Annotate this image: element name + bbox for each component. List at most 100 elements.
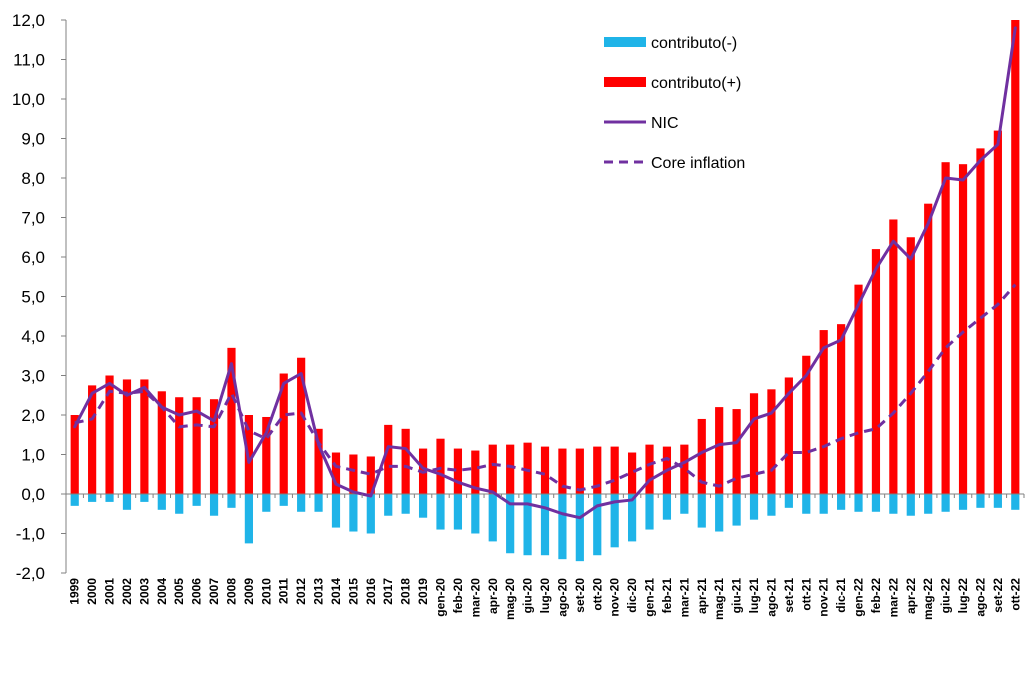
- y-tick-label: -2,0: [16, 564, 45, 583]
- y-tick-label: 1,0: [21, 446, 45, 465]
- ticks-layer: -2,0 -1,0 0,0 1,0 2,0 3,0 4,0 5,0 6,0 7,0 8,0 9,0 10…: [12, 11, 1025, 620]
- y-tick-label: 6,0: [21, 248, 45, 267]
- bar-negative-25: [506, 494, 515, 554]
- y-tick-label: 0,0: [21, 485, 45, 504]
- x-tick-label: feb-20: [451, 578, 465, 614]
- x-tick-label: lug-21: [747, 578, 761, 614]
- x-tick-label: nov-21: [817, 578, 831, 617]
- bar-negative-14: [314, 494, 323, 512]
- bar-positive-11: [262, 416, 271, 494]
- bar-positive-31: [610, 446, 619, 494]
- bar-negative-10: [244, 494, 253, 544]
- bar-negative-30: [593, 494, 602, 556]
- x-tick-label: lug-20: [538, 578, 552, 614]
- x-tick-label: lug-22: [956, 578, 970, 614]
- x-tick-label: 2005: [172, 578, 186, 605]
- bar-positive-0: [70, 415, 79, 494]
- bar-negative-40: [767, 494, 776, 516]
- x-tick-label: feb-22: [869, 578, 883, 614]
- x-tick-label: giu-22: [939, 578, 953, 614]
- bar-positive-4: [140, 379, 149, 494]
- bar-negative-1: [88, 494, 97, 502]
- bar-negative-7: [192, 494, 201, 506]
- legend-swatch-1: [604, 77, 646, 87]
- bar-negative-31: [610, 494, 619, 548]
- bar-negative-45: [854, 494, 863, 512]
- bar-negative-54: [1011, 494, 1020, 510]
- legend-label: Core inflation: [651, 155, 745, 172]
- bar-positive-25: [506, 444, 515, 495]
- legend-swatch-0: [604, 37, 646, 47]
- x-tick-label: 2001: [103, 578, 117, 605]
- bar-negative-53: [993, 494, 1002, 508]
- bar-positive-15: [331, 452, 341, 494]
- x-tick-label: 2019: [416, 578, 430, 605]
- x-tick-label: 2018: [399, 578, 413, 605]
- bar-negative-50: [941, 494, 950, 512]
- bar-positive-22: [453, 448, 463, 494]
- bar-positive-37: [715, 407, 724, 494]
- bar-negative-32: [628, 494, 637, 542]
- bar-positive-16: [349, 454, 358, 494]
- x-tick-label: 2002: [120, 578, 134, 605]
- bar-positive-3: [122, 379, 132, 494]
- x-tick-label: dic-21: [834, 578, 848, 613]
- x-tick-label: 2014: [329, 578, 343, 605]
- bar-negative-9: [227, 494, 236, 508]
- bar-positive-42: [802, 355, 811, 494]
- x-tick-label: set-22: [991, 578, 1005, 613]
- bar-negative-38: [732, 494, 741, 526]
- bar-positive-49: [924, 203, 933, 494]
- x-tick-label: 2009: [242, 578, 256, 605]
- bar-positive-12: [279, 373, 288, 494]
- bar-positive-14: [314, 428, 323, 494]
- bar-positive-39: [749, 393, 759, 494]
- x-tick-label: 2006: [190, 578, 204, 605]
- bar-negative-28: [558, 494, 567, 560]
- bar-negative-6: [175, 494, 184, 514]
- x-tick-label: ago-21: [764, 578, 778, 617]
- x-tick-label: feb-21: [660, 578, 674, 614]
- y-tick-label: 9,0: [21, 130, 45, 149]
- bar-positive-17: [366, 456, 375, 494]
- bar-negative-13: [297, 494, 306, 512]
- y-tick-label: 8,0: [21, 169, 45, 188]
- bar-positive-38: [732, 409, 741, 494]
- x-tick-label: mar-22: [886, 578, 900, 618]
- y-tick-label: 10,0: [12, 90, 45, 109]
- legend: contributo(-) contributo(+) NIC Core inflat…: [604, 35, 745, 172]
- bar-positive-35: [680, 444, 689, 495]
- bar-positive-28: [558, 448, 567, 494]
- bar-negative-22: [453, 494, 463, 530]
- bar-negative-46: [871, 494, 881, 512]
- bar-negative-44: [837, 494, 846, 510]
- x-tick-label: ott-22: [1008, 578, 1022, 611]
- bar-negative-36: [697, 494, 706, 528]
- x-tick-label: apr-22: [904, 578, 918, 614]
- bar-positive-7: [192, 397, 201, 494]
- x-tick-label: ago-20: [555, 578, 569, 617]
- bar-negative-42: [802, 494, 811, 514]
- bar-negative-35: [680, 494, 689, 514]
- bar-negative-19: [401, 494, 410, 514]
- x-tick-label: gen-20: [433, 578, 447, 617]
- x-tick-label: gen-22: [852, 578, 866, 617]
- bar-negative-20: [418, 494, 428, 518]
- bar-negative-0: [70, 494, 79, 506]
- x-tick-label: ott-20: [590, 578, 604, 611]
- bar-positive-19: [401, 428, 410, 494]
- bar-positive-8: [209, 399, 219, 494]
- y-tick-label: 2,0: [21, 406, 45, 425]
- bar-positive-27: [540, 446, 550, 494]
- x-tick-label: 2004: [155, 578, 169, 605]
- x-tick-label: ott-21: [799, 578, 813, 611]
- x-tick-label: set-20: [573, 578, 587, 613]
- bar-positive-6: [175, 397, 184, 494]
- y-tick-label: -1,0: [16, 525, 45, 544]
- bar-positive-54: [1011, 20, 1020, 494]
- bar-positive-33: [645, 444, 654, 495]
- bar-negative-2: [105, 494, 114, 502]
- bar-negative-8: [209, 494, 219, 516]
- bar-positive-21: [436, 438, 445, 494]
